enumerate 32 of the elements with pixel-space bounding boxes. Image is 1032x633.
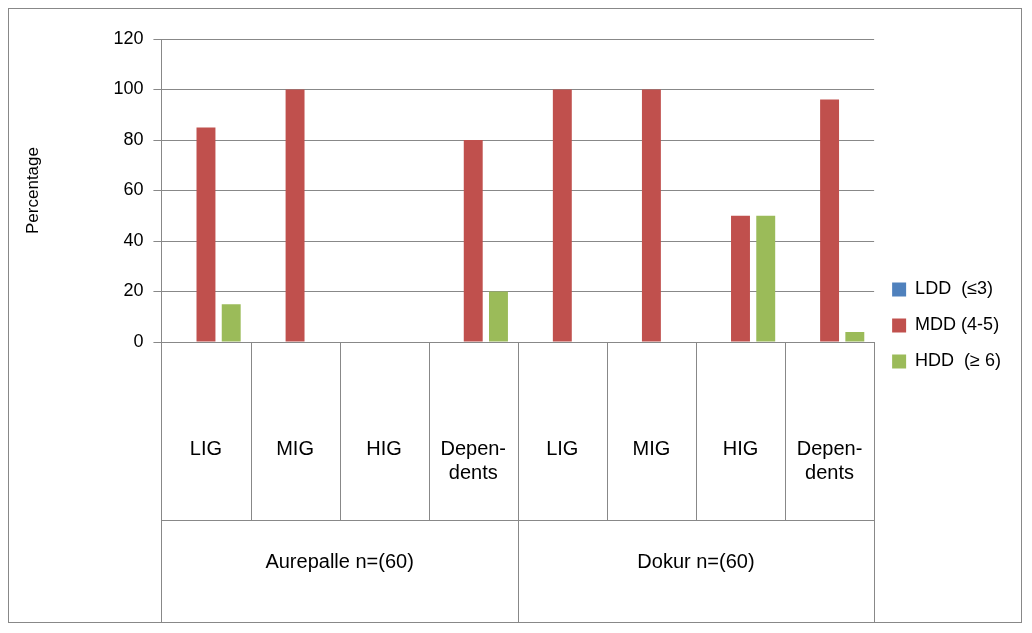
y-tick-label: 120 (113, 27, 144, 48)
legend-label: HDD (≥ 6) (915, 350, 1002, 371)
x-tick-label: HIG (722, 436, 759, 459)
bar (196, 127, 216, 342)
x-tick-label: LIG (189, 436, 223, 459)
y-tick-label: 0 (133, 330, 144, 351)
bar (285, 89, 305, 342)
y-tick-label: 100 (113, 78, 144, 99)
bar (221, 304, 241, 342)
x-tick-label: MIG (276, 436, 314, 459)
bar (845, 331, 865, 342)
y-axis-title: Percentage (22, 147, 42, 234)
text: Aurepalle n=(60) (265, 549, 414, 572)
x-tick-label: LIG (546, 436, 579, 459)
text: Dokur n=(60) (637, 549, 755, 572)
bar (552, 89, 572, 342)
x-tick-label: HIG (366, 436, 402, 459)
y-tick-label: 60 (123, 179, 144, 200)
bar (489, 291, 508, 342)
x-tick-label: Depen- dents (440, 436, 507, 483)
x-tick-label: MIG (632, 436, 671, 459)
bar (463, 140, 483, 342)
y-tick-label: 20 (123, 280, 144, 301)
bar (756, 215, 776, 342)
bar (731, 215, 750, 342)
legend-label: LDD (≤3) (915, 278, 994, 299)
bar (641, 89, 661, 342)
legend-label: MDD (4-5) (915, 314, 1000, 335)
y-tick-label: 40 (123, 229, 144, 250)
y-tick-label: 80 (123, 128, 144, 149)
x-tick-label: Depen- dents (796, 436, 863, 483)
bar (820, 99, 840, 342)
